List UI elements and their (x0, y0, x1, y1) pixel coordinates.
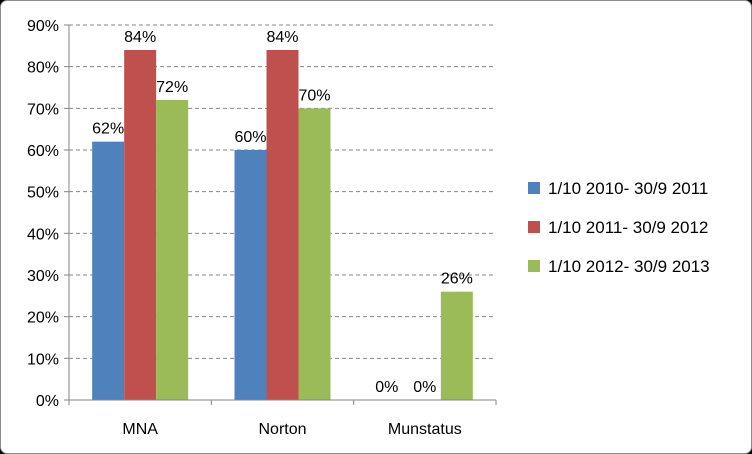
legend-swatch (528, 182, 540, 194)
data-label: 60% (234, 129, 266, 146)
data-label: 84% (124, 29, 156, 46)
y-tick-label: 70% (27, 101, 59, 118)
legend: 1/10 2010- 30/9 2011 1/10 2011- 30/9 2012… (528, 179, 710, 276)
data-label: 26% (441, 271, 473, 288)
data-label: 0% (375, 379, 398, 396)
legend-swatch (528, 221, 540, 233)
y-tick-label: 20% (27, 310, 59, 327)
legend-label: 1/10 2012- 30/9 2013 (548, 257, 710, 276)
y-tick-label: 10% (27, 351, 59, 368)
bar (266, 50, 299, 400)
y-tick-label: 90% (27, 18, 59, 35)
x-axis: MNA Norton Munstatus (68, 399, 497, 438)
legend-swatch (528, 260, 540, 272)
x-tick-label: Norton (258, 421, 306, 438)
data-label: 70% (298, 87, 330, 104)
legend-label: 1/10 2011- 30/9 2012 (548, 218, 708, 237)
bars (92, 50, 473, 400)
x-tick-label: MNA (122, 421, 158, 438)
y-tick-label: 50% (27, 185, 59, 202)
y-tick-label: 0% (36, 393, 59, 410)
x-tick-label: Munstatus (388, 421, 462, 438)
y-tick-label: 60% (27, 143, 59, 160)
y-tick-label: 80% (27, 60, 59, 77)
data-label: 62% (92, 121, 124, 138)
data-label: 0% (413, 379, 436, 396)
y-tick-label: 40% (27, 226, 59, 243)
y-tick-label: 30% (27, 268, 59, 285)
legend-label: 1/10 2010- 30/9 2011 (548, 179, 708, 198)
bar (234, 150, 267, 400)
data-label: 72% (156, 79, 188, 96)
y-axis: 0% 10% 20% 30% 40% 50% 60% 70% 80% 90% (27, 18, 70, 410)
bar (156, 100, 189, 400)
bar (92, 141, 125, 400)
bar (440, 291, 473, 400)
data-label: 84% (266, 29, 298, 46)
bar (298, 108, 331, 400)
bar (124, 50, 157, 400)
data-labels: 62% 84% 72% 60% 84% 70% 0% 26% 0% (92, 29, 473, 396)
